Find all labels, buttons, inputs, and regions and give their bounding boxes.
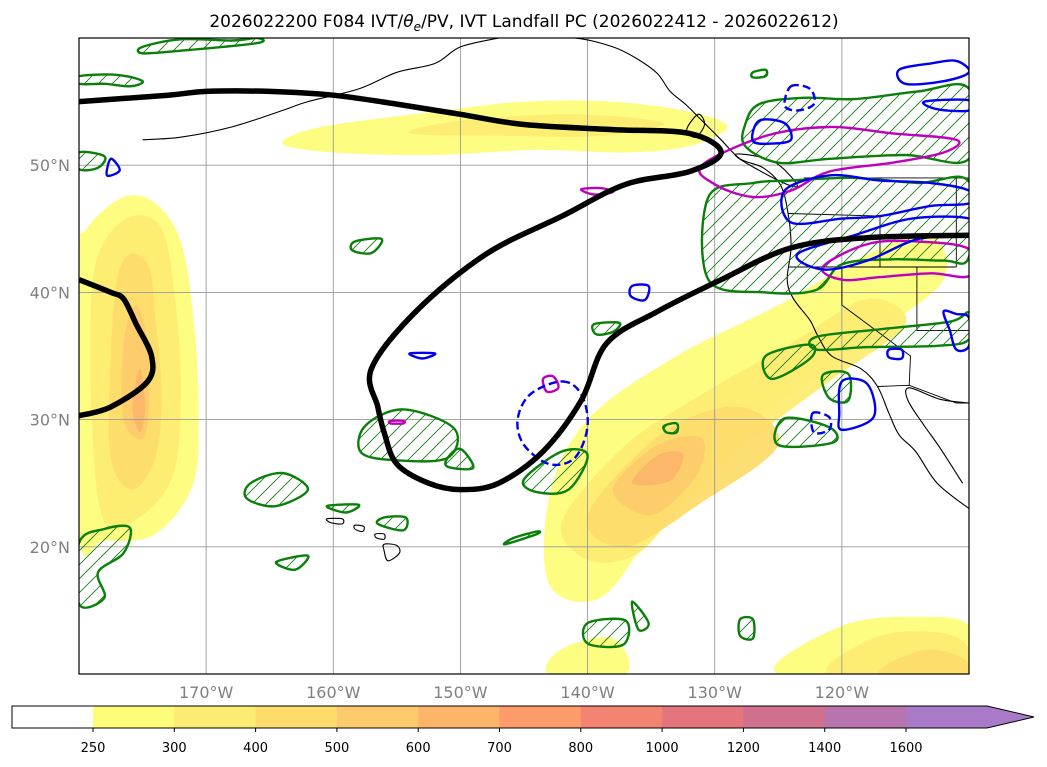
lat-tick-label: 50°N bbox=[30, 156, 70, 175]
pv-blue-feature-7 bbox=[942, 309, 969, 353]
lat-tick-label: 30°N bbox=[30, 411, 70, 430]
colorbar-segment bbox=[743, 706, 826, 728]
theta-e-feature-7 bbox=[375, 515, 409, 532]
landfall-pc-feature-0 bbox=[79, 88, 969, 493]
pv-blue-feature-6 bbox=[886, 347, 905, 361]
coastlines-feature-2 bbox=[905, 387, 969, 484]
colorbar-under-segment bbox=[12, 706, 93, 728]
lon-tick-label: 130°W bbox=[688, 683, 743, 702]
landfall-pc-feature-1 bbox=[79, 277, 156, 419]
theta-e-feature-0 bbox=[79, 73, 145, 88]
theta-e-feature-11 bbox=[349, 237, 384, 255]
pv-feature-1 bbox=[820, 239, 969, 282]
colorbar-segment bbox=[174, 706, 257, 728]
pv-blue-feature-4 bbox=[795, 215, 969, 271]
colorbar-segment bbox=[336, 706, 419, 728]
theta-e-feature-20 bbox=[740, 83, 969, 165]
lon-tick-label: 150°W bbox=[433, 683, 488, 702]
colorbar-tick-label: 1400 bbox=[808, 741, 841, 756]
colorbar-segment bbox=[255, 706, 338, 728]
ivt-feature-11 bbox=[631, 451, 684, 486]
colorbar-tick-label: 800 bbox=[568, 741, 593, 756]
pv-blue-feature-5 bbox=[837, 377, 877, 432]
pv-feature-4 bbox=[387, 419, 406, 425]
colorbar-segment bbox=[418, 706, 500, 728]
colorbar-tick-label: 1600 bbox=[889, 741, 922, 756]
lat-tick-label: 40°N bbox=[30, 283, 70, 302]
pv-blue-dashed-feature-0 bbox=[516, 380, 589, 467]
colorbar-tick-label: 1000 bbox=[646, 741, 679, 756]
colorbar-extend-arrow bbox=[906, 706, 1034, 728]
theta-e-feature-9 bbox=[521, 447, 589, 495]
lat-tick-label: 20°N bbox=[30, 538, 70, 557]
colorbar-tick-label: 600 bbox=[406, 741, 431, 756]
pv-feature-3 bbox=[541, 374, 560, 394]
pv-blue-feature-9 bbox=[105, 157, 121, 178]
coastlines-feature-7 bbox=[374, 532, 386, 540]
colorbar-tick-label: 400 bbox=[243, 741, 268, 756]
map-layers bbox=[79, 38, 969, 674]
colorbar-outline bbox=[11, 705, 1035, 729]
pv-blue-feature-2 bbox=[751, 118, 793, 146]
pv-layer bbox=[105, 59, 969, 467]
colorbar-segment bbox=[499, 706, 582, 728]
lon-tick-label: 160°W bbox=[306, 683, 361, 702]
colorbar-tick-label: 500 bbox=[324, 741, 349, 756]
theta-e-feature-22 bbox=[700, 175, 969, 295]
longitude-tick-labels: 170°W 160°W 150°W 140°W 130°W 120°W bbox=[179, 683, 869, 702]
theta-e-feature-18 bbox=[761, 343, 817, 381]
pv-blue-feature-0 bbox=[896, 59, 969, 86]
theta-e-feature-6 bbox=[325, 503, 361, 514]
colorbar-segment bbox=[824, 706, 907, 728]
colorbar-tick-label: 700 bbox=[487, 741, 512, 756]
colorbar-tick-label: 300 bbox=[162, 741, 187, 756]
theta-e-feature-16 bbox=[737, 615, 756, 641]
chart-title: 2026022200 F084 IVT/θe/PV, IVT Landfall … bbox=[209, 12, 838, 34]
theta-e-feature-10 bbox=[274, 554, 310, 571]
pv-blue-feature-8 bbox=[628, 283, 651, 302]
coastlines-feature-6 bbox=[353, 524, 365, 533]
coastlines-feature-5 bbox=[325, 517, 345, 525]
theta-e-feature-8 bbox=[444, 447, 475, 471]
lon-tick-label: 170°W bbox=[179, 683, 234, 702]
colorbar-tick-label: 1200 bbox=[727, 741, 760, 756]
theta-e-feature-3 bbox=[502, 530, 542, 546]
latitude-tick-labels: 50°N 40°N 30°N 20°N bbox=[30, 156, 70, 557]
theta-e-feature-21 bbox=[750, 68, 769, 79]
theta-e-feature-2 bbox=[79, 524, 133, 609]
lon-tick-label: 140°W bbox=[560, 683, 615, 702]
pv-blue-feature-10 bbox=[408, 351, 437, 360]
theta-e-feature-17 bbox=[773, 416, 839, 449]
theta-e-feature-15 bbox=[630, 600, 650, 632]
colorbar-segment bbox=[662, 706, 744, 728]
theta-e-feature-5 bbox=[243, 471, 310, 508]
pv-blue-dashed-feature-2 bbox=[809, 411, 833, 435]
lon-tick-label: 120°W bbox=[815, 683, 870, 702]
pv-feature-0 bbox=[698, 125, 961, 199]
pv-blue-feature-3 bbox=[780, 173, 969, 226]
map-frame bbox=[78, 37, 970, 675]
theta-e-feature-13 bbox=[662, 421, 680, 435]
borders-feature-4 bbox=[877, 384, 969, 404]
coastlines-feature-8 bbox=[382, 543, 401, 562]
theta-e-feature-1 bbox=[79, 150, 107, 172]
landfall-pc-layer bbox=[79, 88, 969, 493]
theta-e-feature-24 bbox=[136, 38, 265, 55]
theta-e-feature-14 bbox=[581, 617, 631, 649]
colorbar: 250 300 400 500 600 700 800 1000 1200 1400 1600 bbox=[11, 705, 1035, 756]
theta-e-layer bbox=[79, 38, 969, 649]
pv-blue-feature-1 bbox=[922, 98, 969, 113]
theta-e-feature-12 bbox=[591, 321, 622, 336]
theta-e-feature-23 bbox=[808, 311, 969, 352]
ivt-feature-15 bbox=[878, 649, 969, 674]
colorbar-segment bbox=[580, 706, 663, 728]
pv-blue-dashed-feature-1 bbox=[783, 83, 816, 112]
colorbar-tick-label: 250 bbox=[81, 741, 106, 756]
colorbar-segment bbox=[93, 706, 175, 728]
